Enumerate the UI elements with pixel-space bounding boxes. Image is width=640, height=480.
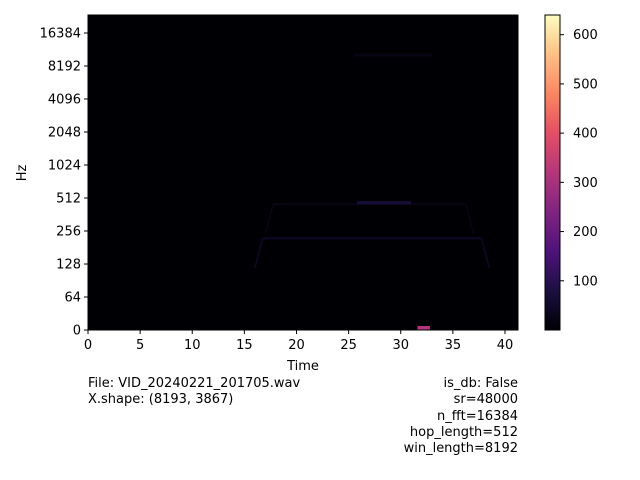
- y-tick-label: 2048: [48, 126, 81, 141]
- colorbar-tick-label: 100: [573, 274, 598, 289]
- param-line: hop_length=512: [409, 424, 518, 440]
- param-line: n_fft=16384: [436, 408, 518, 424]
- x-tick-label: 20: [288, 338, 305, 353]
- y-tick-label: 128: [56, 258, 81, 273]
- y-tick-label: 8192: [48, 60, 81, 75]
- spectrogram-offset: [480, 238, 491, 269]
- x-tick-label: 30: [392, 338, 409, 353]
- y-tick-label: 256: [56, 225, 81, 240]
- x-axis: 0 5 10 15 20 25 30 35 40: [84, 330, 513, 353]
- file-name-text: File: VID_20240221_201705.wav: [88, 376, 301, 391]
- y-tick-label: 64: [64, 291, 81, 306]
- params-info: is_db: False sr=48000 n_fft=16384 hop_lengt…: [404, 376, 518, 457]
- y-axis: 0 64 128 256 512 1024 2048 4096 8192 16384: [40, 27, 88, 339]
- spectrogram-offset: [464, 203, 475, 235]
- param-line: win_length=8192: [403, 441, 518, 457]
- spectrogram-burst: [356, 201, 412, 205]
- spectrogram-onset: [264, 203, 274, 235]
- shape-text: X.shape: (8193, 3867): [88, 392, 234, 408]
- y-tick-label: 512: [56, 192, 81, 207]
- colorbar-gradient: [544, 14, 561, 331]
- x-tick-label: 15: [236, 338, 253, 353]
- x-axis-label: Time: [286, 359, 319, 374]
- file-info: File: VID_20240221_201705.wav X.shape: (8…: [88, 376, 300, 409]
- y-tick-label: 0: [73, 324, 81, 339]
- y-tick-label: 1024: [48, 159, 81, 174]
- colorbar-tick-label: 200: [573, 225, 598, 240]
- spectrogram-burst: [353, 53, 432, 57]
- y-tick-label: 4096: [48, 93, 81, 108]
- colorbar-tick-label: 600: [573, 28, 598, 43]
- plot-frame: [87, 14, 519, 331]
- x-tick-label: 25: [340, 338, 357, 353]
- colorbar-tick-label: 400: [573, 127, 598, 142]
- param-line: is_db: False: [443, 376, 518, 391]
- y-axis-label: Hz: [15, 165, 30, 182]
- colorbar-tick-label: 300: [573, 176, 598, 191]
- x-tick-label: 35: [445, 338, 462, 353]
- spectrogram-features: [254, 53, 491, 330]
- colorbar: 100 200 300 400 500 600: [544, 14, 598, 331]
- colorbar-tick-label: 500: [573, 77, 598, 92]
- plot-area: [87, 14, 519, 331]
- x-tick-label: 10: [184, 338, 201, 353]
- param-line: sr=48000: [453, 392, 518, 408]
- spectrogram-onset: [254, 238, 264, 269]
- y-tick-label: 16384: [40, 27, 81, 42]
- x-tick-label: 40: [497, 338, 514, 353]
- spectrogram-burst: [417, 326, 430, 330]
- spectrogram-background: [88, 15, 518, 330]
- x-tick-label: 0: [84, 338, 92, 353]
- x-tick-label: 5: [136, 338, 144, 353]
